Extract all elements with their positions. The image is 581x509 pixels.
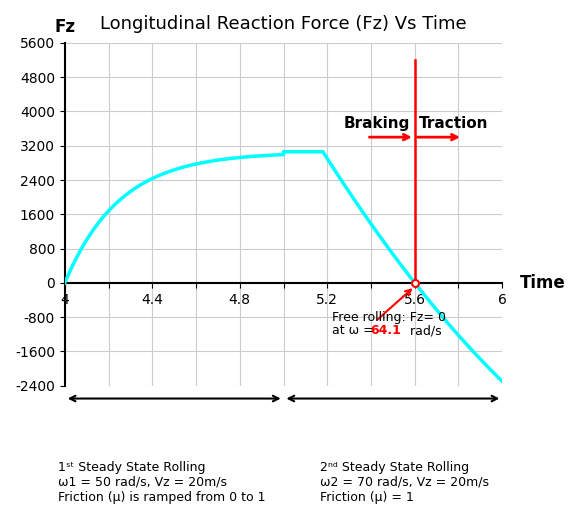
Text: at ω =: at ω = xyxy=(332,324,378,337)
Text: 1ˢᵗ Steady State Rolling
ω1 = 50 rad/s, Vz = 20m/s
Friction (μ) is ramped from 0: 1ˢᵗ Steady State Rolling ω1 = 50 rad/s, … xyxy=(58,461,266,504)
Text: 2ⁿᵈ Steady State Rolling
ω2 = 70 rad/s, Vz = 20m/s
Friction (μ) = 1: 2ⁿᵈ Steady State Rolling ω2 = 70 rad/s, … xyxy=(320,461,489,504)
Text: 64.1: 64.1 xyxy=(370,324,401,337)
Text: Traction: Traction xyxy=(419,116,489,131)
Text: Braking: Braking xyxy=(344,116,410,131)
Title: Longitudinal Reaction Force (Fz) Vs Time: Longitudinal Reaction Force (Fz) Vs Time xyxy=(101,15,467,33)
Text: rad/s: rad/s xyxy=(406,324,442,337)
Text: Time: Time xyxy=(520,274,565,292)
Text: Free rolling: Fz= 0: Free rolling: Fz= 0 xyxy=(332,312,446,324)
Text: Fz: Fz xyxy=(55,18,76,37)
